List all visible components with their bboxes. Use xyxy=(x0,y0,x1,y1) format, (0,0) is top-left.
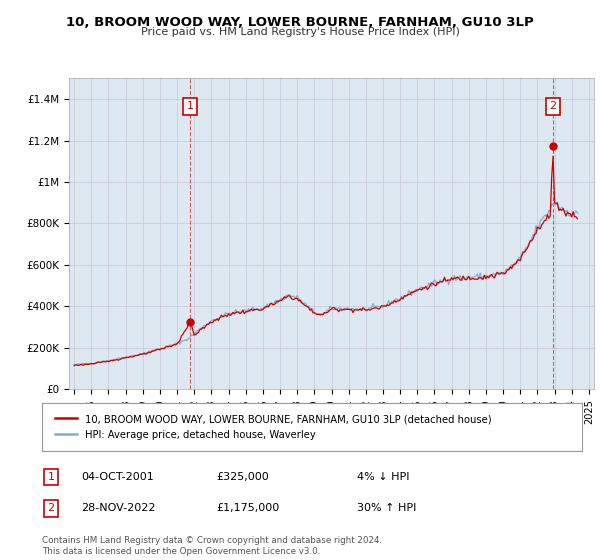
Text: 04-OCT-2001: 04-OCT-2001 xyxy=(81,472,154,482)
Text: 30% ↑ HPI: 30% ↑ HPI xyxy=(357,503,416,514)
Text: 1: 1 xyxy=(47,472,55,482)
Text: Price paid vs. HM Land Registry's House Price Index (HPI): Price paid vs. HM Land Registry's House … xyxy=(140,27,460,37)
Legend: 10, BROOM WOOD WAY, LOWER BOURNE, FARNHAM, GU10 3LP (detached house), HPI: Avera: 10, BROOM WOOD WAY, LOWER BOURNE, FARNHA… xyxy=(51,410,496,444)
Text: £325,000: £325,000 xyxy=(216,472,269,482)
Text: Contains HM Land Registry data © Crown copyright and database right 2024.
This d: Contains HM Land Registry data © Crown c… xyxy=(42,536,382,556)
Text: 28-NOV-2022: 28-NOV-2022 xyxy=(81,503,155,514)
Text: £1,175,000: £1,175,000 xyxy=(216,503,279,514)
Text: 2: 2 xyxy=(549,101,556,111)
Text: 10, BROOM WOOD WAY, LOWER BOURNE, FARNHAM, GU10 3LP: 10, BROOM WOOD WAY, LOWER BOURNE, FARNHA… xyxy=(66,16,534,29)
Text: 2: 2 xyxy=(47,503,55,514)
Text: 1: 1 xyxy=(187,101,193,111)
Text: 4% ↓ HPI: 4% ↓ HPI xyxy=(357,472,409,482)
